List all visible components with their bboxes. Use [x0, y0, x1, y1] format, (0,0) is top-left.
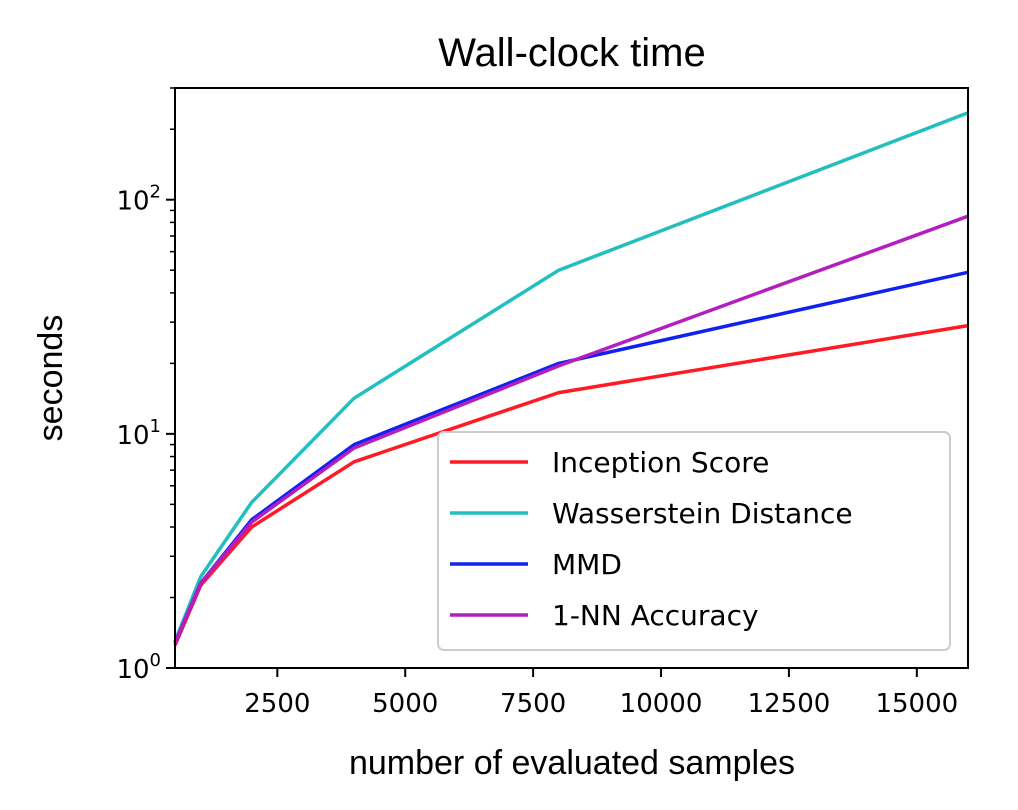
- legend-label: MMD: [552, 548, 622, 581]
- legend-label: Inception Score: [552, 446, 769, 479]
- x-tick-label: 7500: [500, 689, 566, 719]
- axes-layer: 2500 5000 7500 10000 12500 15000 100 101 102: [116, 87, 958, 719]
- chart-title: Wall-clock time: [438, 31, 705, 75]
- x-tick-label: 15000: [875, 689, 958, 719]
- y-axis-label: seconds: [32, 315, 70, 442]
- y-tick-label: 102: [116, 182, 161, 217]
- legend-label: 1-NN Accuracy: [552, 599, 759, 632]
- x-tick-label: 2500: [244, 689, 310, 719]
- x-tick-label: 5000: [372, 689, 438, 719]
- series-layer: [173, 111, 969, 646]
- plot-frame: [174, 87, 969, 669]
- legend-frame: [437, 431, 951, 651]
- y-tick-label: 101: [116, 416, 161, 451]
- legend: Inception Score Wasserstein Distance MMD 1-…: [437, 431, 951, 651]
- series-line-2: [173, 111, 969, 642]
- x-axis-label: number of evaluated samples: [349, 744, 795, 782]
- legend-label: Wasserstein Distance: [552, 497, 853, 530]
- x-tick-label: 10000: [620, 689, 703, 719]
- x-tick-label: 12500: [748, 689, 831, 719]
- y-tick-label: 100: [116, 650, 161, 685]
- series-line-4: [173, 214, 969, 644]
